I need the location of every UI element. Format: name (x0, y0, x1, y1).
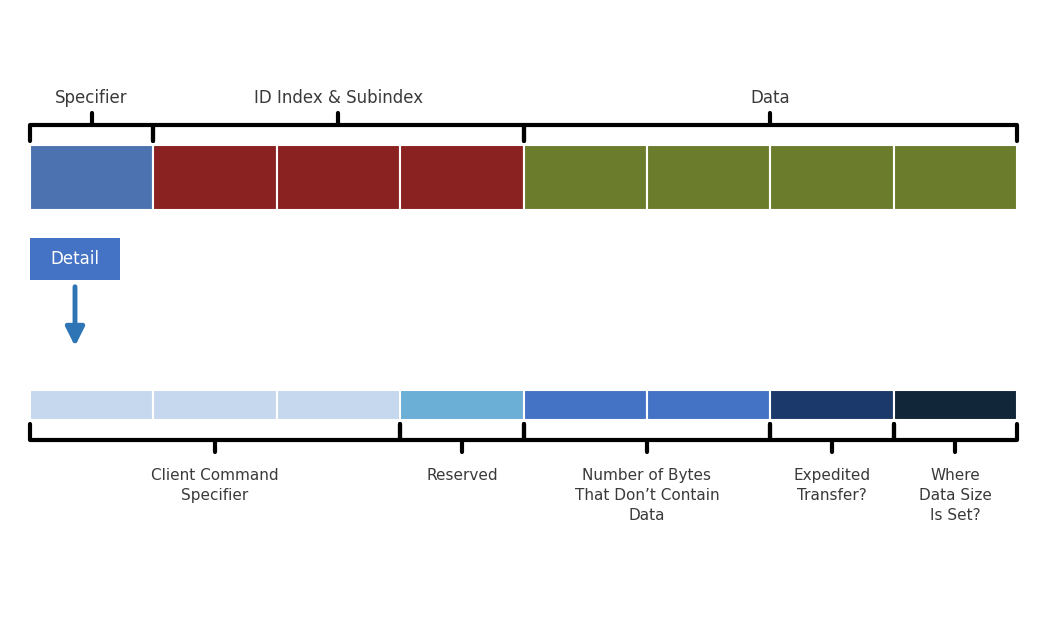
Text: Detail: Detail (50, 250, 99, 268)
Text: Data: Data (751, 89, 790, 107)
Text: ID Index & Subindex: ID Index & Subindex (253, 89, 423, 107)
Bar (771, 390, 894, 420)
Bar (30, 145, 153, 210)
Bar (400, 145, 524, 210)
Bar (647, 390, 771, 420)
FancyBboxPatch shape (30, 238, 120, 280)
Text: Specifier: Specifier (55, 89, 128, 107)
Text: Reserved: Reserved (426, 468, 497, 483)
Text: Where
Data Size
Is Set?: Where Data Size Is Set? (919, 468, 992, 522)
Bar (894, 390, 1017, 420)
Bar (894, 145, 1017, 210)
Bar (524, 145, 647, 210)
Bar (400, 390, 524, 420)
Bar (153, 390, 276, 420)
Text: Expedited
Transfer?: Expedited Transfer? (794, 468, 870, 503)
Text: Number of Bytes
That Don’t Contain
Data: Number of Bytes That Don’t Contain Data (575, 468, 719, 522)
Bar (276, 145, 400, 210)
Bar (524, 390, 647, 420)
Bar (647, 145, 771, 210)
Bar (153, 145, 276, 210)
Bar (30, 390, 153, 420)
Text: Client Command
Specifier: Client Command Specifier (151, 468, 279, 503)
Bar (276, 390, 400, 420)
Bar (771, 145, 894, 210)
